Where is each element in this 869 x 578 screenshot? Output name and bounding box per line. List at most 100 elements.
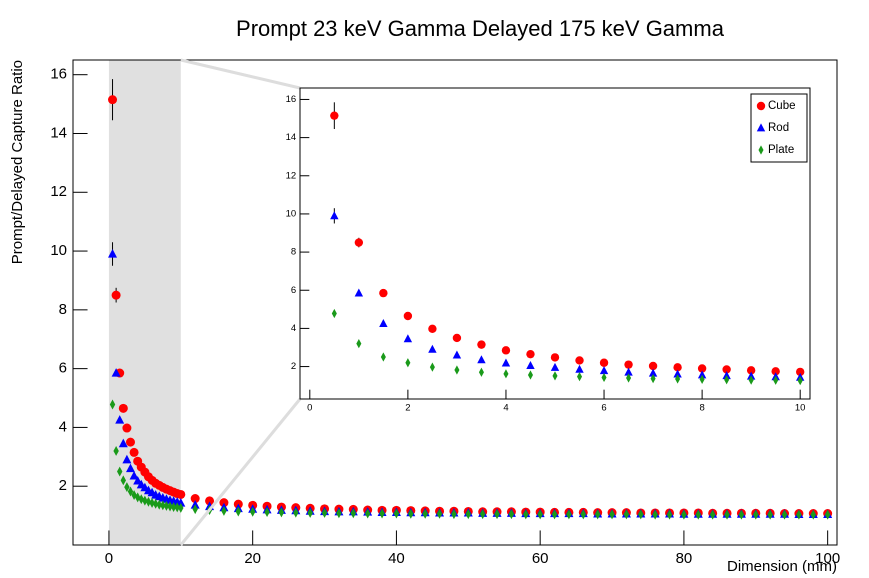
legend-marker: [756, 101, 766, 111]
marker: [115, 415, 125, 424]
x-axis-label: Dimension (mm): [727, 558, 837, 575]
marker: [501, 358, 511, 367]
marker: [330, 111, 339, 120]
marker: [149, 498, 155, 508]
marker: [428, 324, 437, 333]
y-tick-label: 4: [291, 323, 296, 334]
marker: [575, 356, 584, 365]
x-tick-label: 0: [105, 550, 113, 567]
marker: [650, 373, 656, 384]
marker: [454, 365, 460, 375]
marker: [108, 95, 118, 105]
marker: [594, 509, 601, 520]
marker: [781, 509, 788, 520]
marker: [537, 509, 543, 520]
y-tick-label: 12: [286, 170, 297, 181]
marker: [118, 438, 128, 448]
marker: [350, 508, 357, 519]
y-tick-label: 14: [286, 132, 297, 143]
y-tick-label: 2: [291, 361, 296, 372]
marker: [429, 362, 435, 372]
x-tick-label: 10: [795, 403, 806, 414]
marker: [626, 373, 632, 383]
marker: [163, 500, 170, 511]
marker: [379, 508, 385, 519]
marker: [145, 496, 152, 507]
marker: [109, 399, 116, 410]
marker: [127, 486, 134, 497]
legend-label: Rod: [768, 122, 789, 134]
marker: [479, 509, 486, 520]
legend-marker: [758, 145, 764, 155]
marker: [526, 349, 535, 359]
marker: [354, 238, 364, 247]
marker: [356, 339, 362, 349]
marker: [599, 358, 609, 367]
marker: [697, 364, 707, 373]
marker: [681, 509, 687, 520]
marker: [550, 353, 560, 362]
plot-frame: [299, 87, 811, 400]
marker: [436, 508, 443, 519]
marker: [771, 367, 780, 376]
marker: [767, 509, 773, 520]
marker: [190, 494, 200, 504]
marker: [122, 423, 132, 433]
marker: [810, 509, 816, 520]
marker: [124, 482, 130, 493]
marker: [523, 509, 529, 520]
marker: [138, 494, 144, 505]
x-tick-label: 2: [405, 403, 410, 414]
x-tick-label: 40: [388, 550, 405, 567]
marker: [403, 311, 413, 321]
marker: [160, 500, 166, 511]
marker: [125, 463, 135, 473]
marker: [176, 498, 186, 507]
marker: [575, 364, 584, 373]
marker: [478, 367, 484, 377]
marker: [477, 355, 486, 364]
x-tick-label: 8: [699, 403, 704, 414]
marker: [648, 361, 658, 371]
x-tick-label: 100: [815, 550, 840, 567]
marker: [601, 372, 607, 383]
marker: [117, 466, 123, 477]
marker: [666, 509, 673, 520]
marker: [408, 508, 414, 519]
marker: [125, 437, 135, 447]
marker: [142, 495, 148, 506]
marker: [722, 371, 731, 380]
marker: [795, 367, 805, 377]
marker: [321, 508, 328, 518]
marker: [477, 340, 486, 349]
marker: [118, 403, 128, 413]
marker: [120, 475, 127, 486]
marker: [364, 508, 371, 519]
zoom-connector: [179, 398, 302, 546]
marker: [501, 346, 511, 355]
marker: [638, 509, 644, 520]
marker: [824, 509, 831, 520]
marker: [354, 288, 364, 297]
marker: [205, 496, 215, 506]
marker: [551, 509, 558, 520]
marker: [330, 211, 339, 220]
marker: [566, 509, 572, 520]
marker: [221, 505, 227, 516]
marker: [580, 509, 586, 520]
y-tick-label: 12: [50, 183, 67, 200]
x-tick-label: 6: [601, 403, 606, 414]
marker: [307, 508, 313, 518]
marker: [465, 509, 471, 520]
marker: [278, 507, 285, 518]
marker: [724, 375, 730, 385]
y-tick-label: 8: [59, 301, 67, 318]
y-tick-label: 6: [291, 285, 296, 296]
legend-marker: [756, 123, 766, 132]
chart-title: Prompt 23 keV Gamma Delayed 175 keV Gamm…: [236, 16, 725, 41]
marker: [576, 372, 583, 382]
marker: [508, 509, 515, 520]
marker: [129, 447, 139, 457]
marker: [336, 508, 342, 519]
